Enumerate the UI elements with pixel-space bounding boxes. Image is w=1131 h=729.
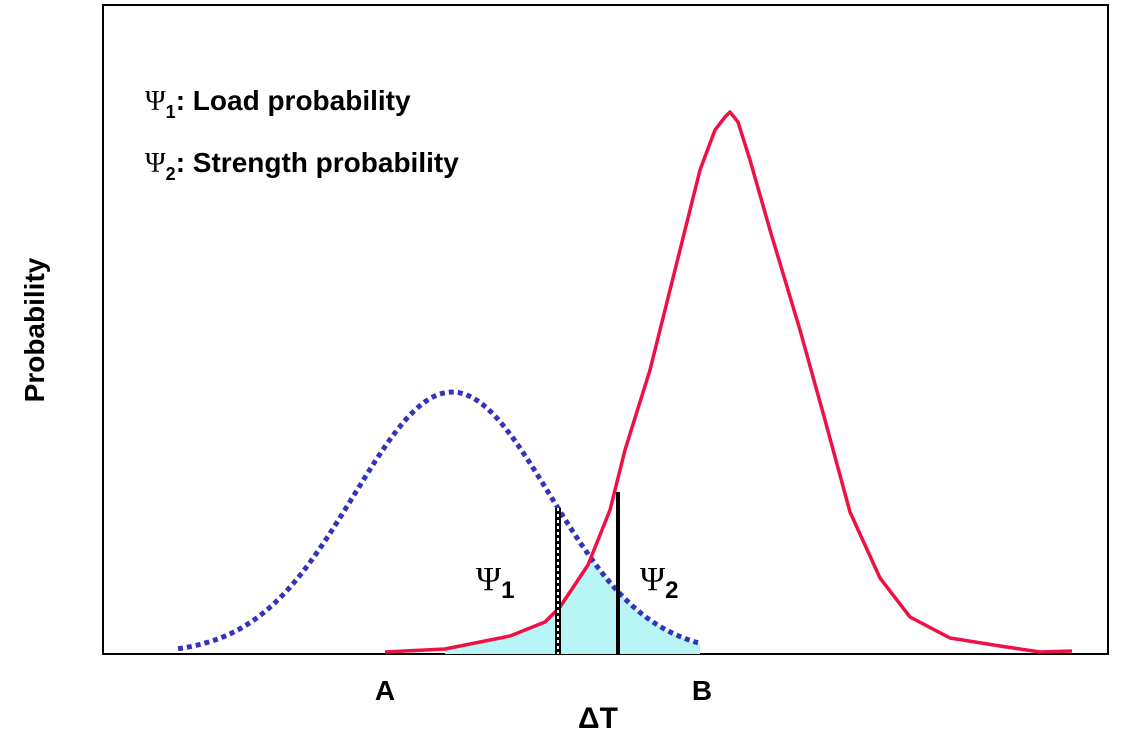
x-axis-label: ΔT	[578, 702, 618, 729]
marker-label: Ψ2	[640, 561, 678, 604]
strength-curve	[384, 110, 1073, 654]
y-axis-label: Probability	[19, 257, 50, 402]
overlap-area	[445, 559, 700, 654]
point-label: B	[692, 675, 712, 706]
legend-item: Ψ1: Load probability	[145, 85, 411, 122]
legend-item: Ψ2: Strength probability	[145, 147, 459, 184]
marker-label: Ψ1	[476, 561, 514, 604]
point-label: A	[375, 675, 395, 706]
